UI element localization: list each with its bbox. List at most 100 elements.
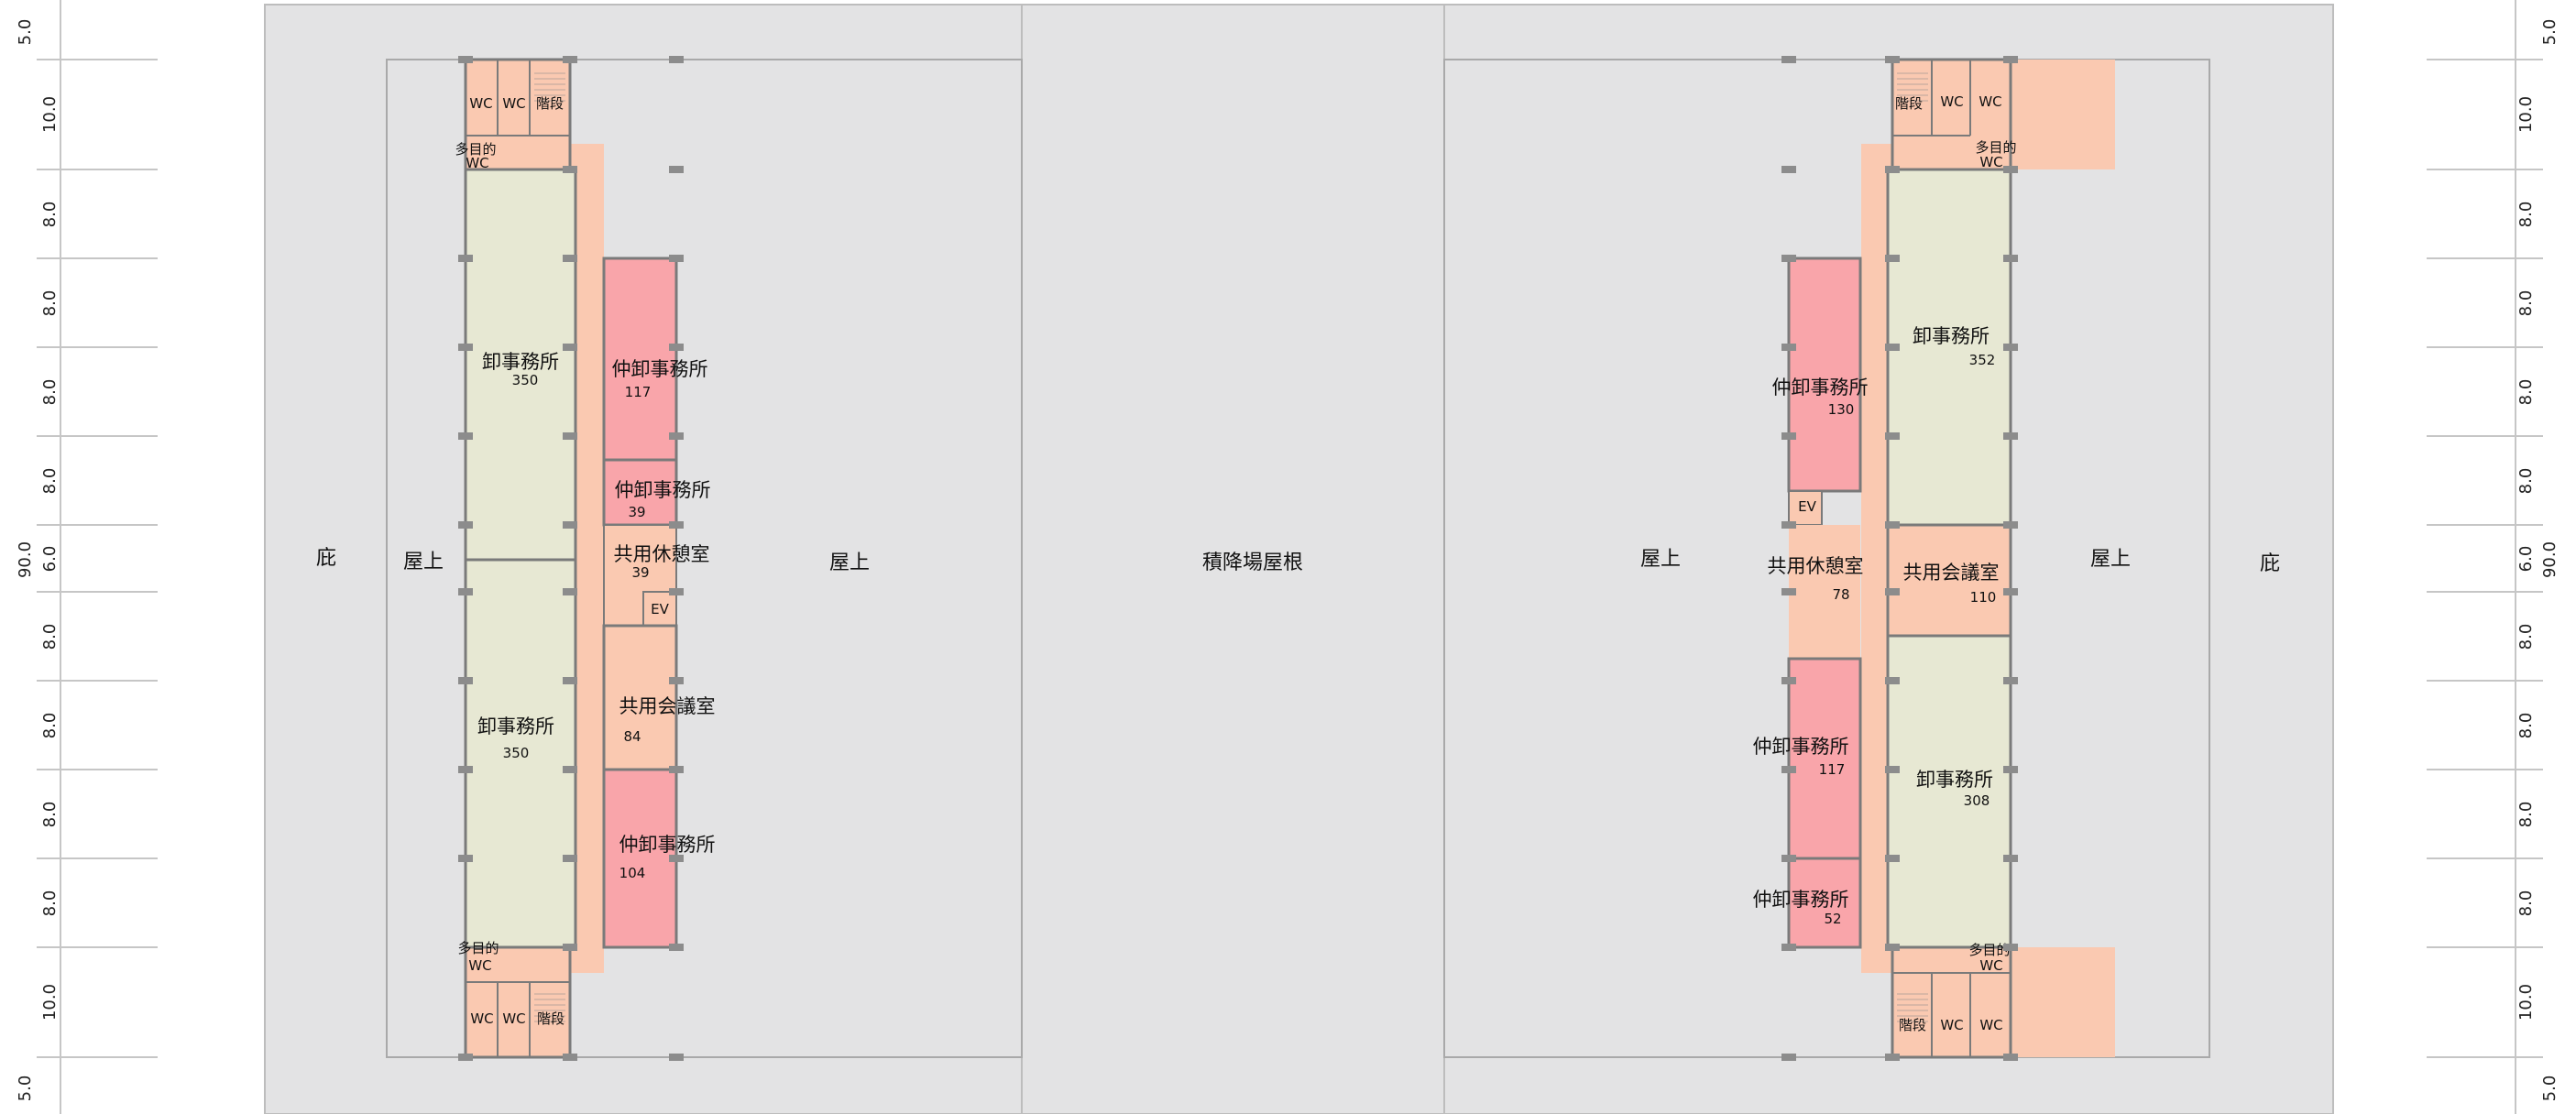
- right-office-wholesale-south: [1886, 634, 2012, 949]
- left-building: 屋上 屋上 WC WC 階段 多目的 WC: [403, 56, 870, 1061]
- right-dim-span: 8.0: [2516, 713, 2536, 739]
- left-stairs-label: 階段: [537, 1010, 565, 1027]
- right-dim-span: 5.0: [2540, 19, 2560, 46]
- right-dim-span: 10.0: [2516, 984, 2536, 1021]
- room-name: 共用休憩室: [614, 543, 710, 565]
- left-office-inter-104: [602, 768, 678, 949]
- right-wc-label: WC: [1940, 93, 1963, 110]
- right-dim-span: 5.0: [2540, 1076, 2560, 1102]
- right-office-inter-130: [1787, 257, 1862, 493]
- left-dim-total: 90.0: [16, 541, 35, 578]
- left-wc-label: WC: [466, 155, 488, 171]
- room-name: 卸事務所: [477, 715, 554, 737]
- right-dim-span: 8.0: [2516, 890, 2536, 917]
- room-area: 352: [1969, 352, 1996, 368]
- room-area: 130: [1828, 401, 1855, 418]
- room-name: 仲卸事務所: [1772, 377, 1869, 399]
- right-meeting-room: [1886, 523, 2012, 638]
- right-ev-label: EV: [1798, 498, 1816, 515]
- left-dim-span: 8.0: [40, 379, 60, 406]
- left-dim-span: 8.0: [40, 468, 60, 495]
- left-meeting-room: [602, 624, 678, 771]
- right-office-inter-117: [1787, 657, 1862, 860]
- left-office-inter-39: [602, 458, 678, 527]
- right-wc-label: WC: [1940, 1017, 1963, 1033]
- left-dim-span: 5.0: [16, 1076, 35, 1102]
- right-stairs-label: 階段: [1899, 1017, 1926, 1033]
- left-wc-label: WC: [502, 1010, 525, 1027]
- left-dim-span: 8.0: [40, 290, 60, 317]
- left-stairs-label: 階段: [536, 95, 564, 112]
- left-north-core: [464, 58, 572, 171]
- right-roof-outline: [1443, 59, 2210, 1058]
- room-name: 卸事務所: [1916, 769, 1993, 791]
- right-multipurpose-label: 多目的: [1975, 139, 2016, 156]
- right-dim-span: 8.0: [2516, 468, 2536, 495]
- left-multipurpose-label: 多目的: [455, 141, 496, 158]
- right-multipurpose-label: 多目的: [1968, 942, 2010, 958]
- room-name: 仲卸事務所: [615, 479, 711, 501]
- room-area: 39: [631, 564, 649, 581]
- right-roof-east-label: 屋上: [2090, 548, 2131, 571]
- left-roof-east-label: 屋上: [829, 552, 870, 574]
- loading-roof-area: [1021, 4, 1445, 1114]
- room-area: 78: [1832, 586, 1849, 603]
- room-name: 仲卸事務所: [612, 358, 708, 380]
- left-office-wholesale-south: [464, 558, 577, 949]
- left-dim-span: 6.0: [40, 546, 60, 573]
- room-name: 共用休憩室: [1768, 555, 1864, 577]
- room-area: 39: [628, 504, 645, 520]
- loading-roof-label: 積降場屋根: [1202, 552, 1303, 574]
- left-wc-label: WC: [469, 95, 492, 112]
- left-dimension-rail: 90.0 5.0 10.0 8.0 8.0 8.0 8.0 6.0 8.0 8.…: [16, 0, 158, 1114]
- right-dim-span: 8.0: [2516, 290, 2536, 317]
- room-area: 84: [623, 728, 641, 745]
- left-roof-outline: [386, 59, 1023, 1058]
- room-area: 350: [503, 745, 530, 761]
- room-area: 104: [619, 865, 646, 881]
- right-wc-label: WC: [1979, 154, 2002, 170]
- left-dim-span: 5.0: [16, 19, 35, 46]
- left-dim-span: 8.0: [40, 890, 60, 917]
- room-name: 共用会議室: [1903, 562, 2000, 584]
- right-dim-span: 10.0: [2516, 96, 2536, 133]
- room-area: 117: [625, 384, 652, 400]
- room-name: 仲卸事務所: [619, 834, 716, 856]
- right-dim-span: 6.0: [2516, 546, 2536, 573]
- room-name: 卸事務所: [482, 351, 559, 373]
- right-dim-span: 8.0: [2516, 379, 2536, 406]
- room-name: 共用会議室: [619, 695, 716, 717]
- left-dim-span: 8.0: [40, 713, 60, 739]
- right-dimension-rail: 90.0 5.0 10.0 8.0 8.0 8.0 8.0 6.0 8.0 8.…: [2427, 0, 2560, 1114]
- right-wc-label: WC: [1979, 957, 2002, 974]
- right-wc-label: WC: [1979, 1017, 2002, 1033]
- left-wc-label: WC: [468, 957, 491, 974]
- right-wc-label: WC: [1979, 93, 2001, 110]
- room-area: 308: [1964, 792, 1990, 809]
- room-area: 110: [1970, 589, 1997, 606]
- room-area: 350: [512, 372, 539, 388]
- left-wc-label: WC: [470, 1010, 493, 1027]
- left-wc-label: WC: [502, 95, 525, 112]
- room-name: 仲卸事務所: [1753, 736, 1849, 758]
- eave-label-right: 庇: [2260, 552, 2280, 575]
- left-roof-west-label: 屋上: [403, 551, 444, 573]
- right-stairs-label: 階段: [1895, 95, 1923, 112]
- left-multipurpose-label: 多目的: [457, 940, 499, 956]
- right-dim-total: 90.0: [2540, 541, 2560, 578]
- right-office-wholesale-north: [1886, 168, 2012, 527]
- room-name: 卸事務所: [1913, 325, 1990, 347]
- left-dim-span: 8.0: [40, 202, 60, 228]
- room-area: 117: [1819, 761, 1846, 778]
- left-dim-span: 8.0: [40, 802, 60, 828]
- eave-label-left: 庇: [316, 547, 336, 570]
- left-south-core: [464, 945, 572, 1059]
- right-office-inter-52: [1787, 857, 1862, 949]
- room-name: 仲卸事務所: [1753, 889, 1849, 911]
- right-north-core: [1891, 58, 2012, 171]
- left-office-wholesale-north: [464, 168, 577, 562]
- left-ev-label: EV: [651, 601, 669, 617]
- right-dim-span: 8.0: [2516, 802, 2536, 828]
- left-dim-span: 10.0: [40, 984, 60, 1021]
